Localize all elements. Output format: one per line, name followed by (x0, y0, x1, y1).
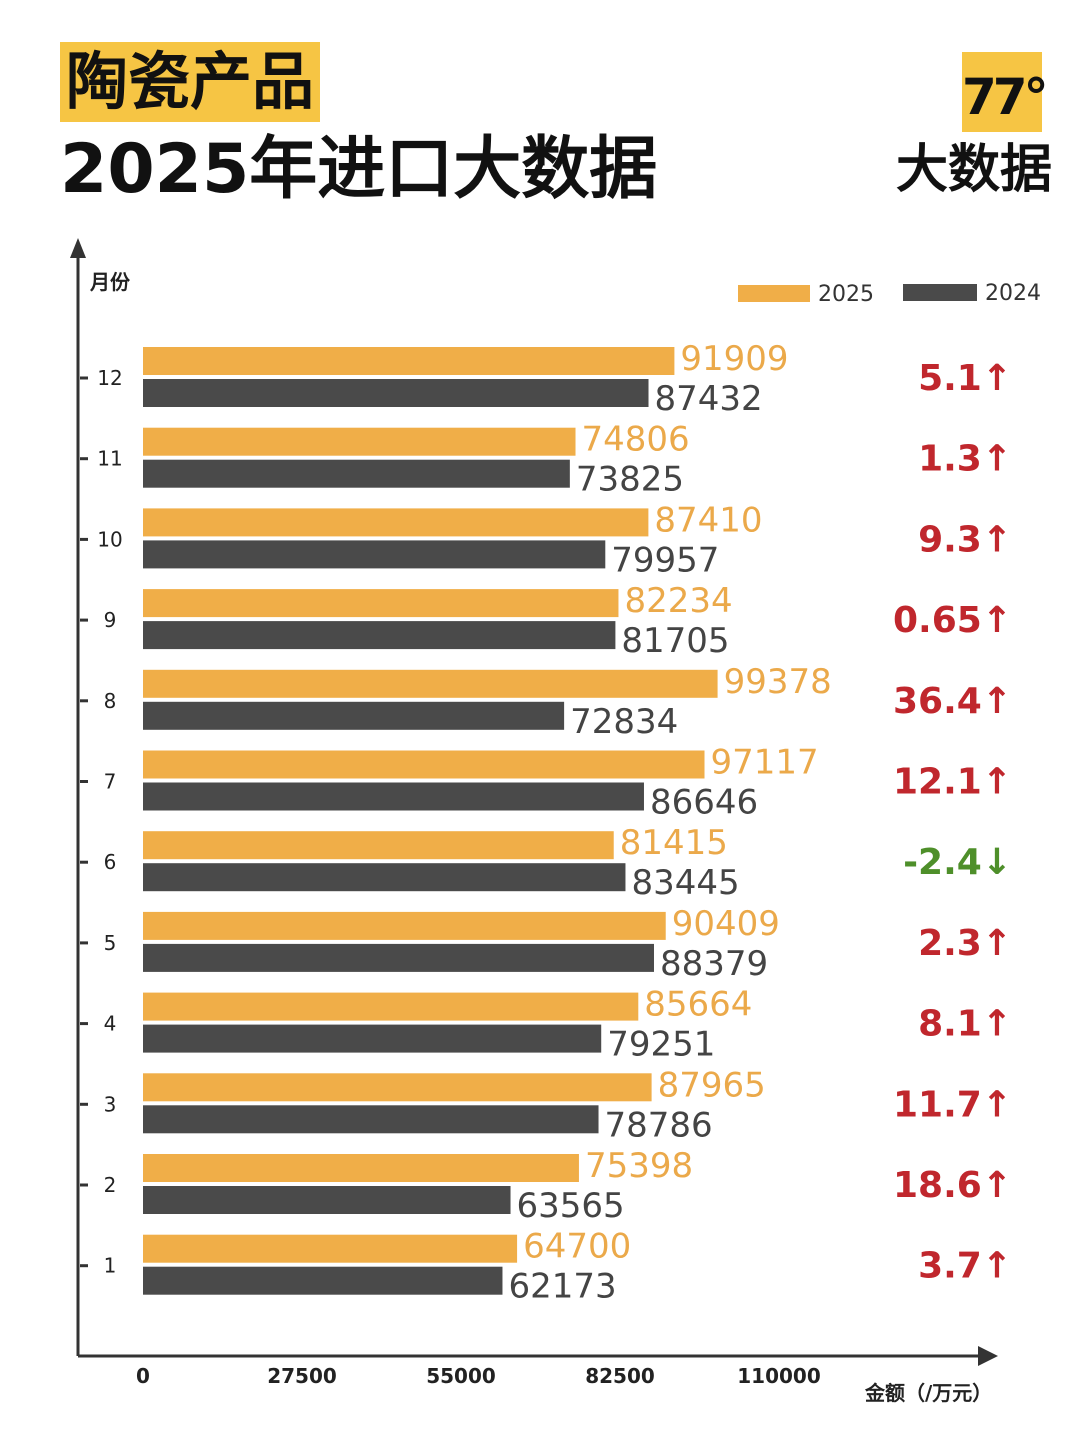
legend-swatch-2025 (738, 285, 810, 302)
y-tick-label: 3 (104, 1092, 117, 1116)
data-label-2024: 63565 (517, 1186, 625, 1226)
brand-logo: 77° (962, 52, 1049, 132)
bar-2024 (143, 782, 644, 811)
bar-2025 (143, 1073, 652, 1102)
bar-2025 (143, 427, 576, 456)
data-label-2025: 85664 (644, 985, 752, 1025)
data-label-2025: 74806 (582, 420, 690, 460)
bar-2025 (143, 831, 614, 860)
legend-swatch-2024 (903, 284, 977, 301)
legend-label-2024: 2024 (985, 281, 1041, 306)
y-tick-label: 12 (97, 366, 122, 390)
x-tick-label: 55000 (426, 1364, 496, 1388)
change-label: 3.7↑ (918, 1246, 1012, 1287)
data-label-2025: 87410 (654, 500, 762, 540)
bar-2024 (143, 943, 654, 972)
data-label-2024: 83445 (631, 863, 739, 903)
change-label: 9.3↑ (918, 519, 1012, 560)
bar-2024 (143, 863, 626, 892)
data-label-2025: 99378 (724, 662, 832, 702)
y-tick-label: 8 (104, 689, 117, 713)
y-tick-label: 9 (104, 608, 117, 632)
x-axis-title: 金额（/万元） (864, 1381, 992, 1405)
data-label-2024: 81705 (621, 621, 729, 661)
bar-2025 (143, 1234, 518, 1263)
bar-2025 (143, 1154, 579, 1182)
change-label: 8.1↑ (918, 1004, 1012, 1045)
x-tick-label: 82500 (585, 1364, 655, 1388)
y-tick-label: 4 (104, 1012, 117, 1036)
x-tick-label: 0 (136, 1364, 150, 1388)
data-label-2025: 87965 (658, 1065, 766, 1105)
change-label: -2.4↓ (903, 842, 1012, 883)
y-axis-arrow-icon (70, 238, 86, 258)
data-label-2024: 72834 (570, 702, 678, 742)
y-tick-label: 6 (104, 850, 117, 874)
bar-2025 (143, 589, 619, 618)
change-label: 1.3↑ (918, 439, 1012, 480)
change-label: 36.4↑ (893, 681, 1012, 722)
y-tick-label: 1 (104, 1254, 117, 1278)
x-tick-label: 27500 (267, 1364, 337, 1388)
change-label: 12.1↑ (893, 762, 1012, 803)
y-tick-label: 11 (97, 447, 122, 471)
bar-2024 (143, 1024, 602, 1053)
data-label-2024: 62173 (508, 1267, 616, 1307)
data-label-2024: 79251 (607, 1025, 715, 1065)
bar-2024 (143, 1186, 511, 1214)
page-title: 2025年进口大数据 (60, 130, 658, 209)
bar-2025 (143, 992, 639, 1021)
data-label-2024: 88379 (660, 944, 768, 984)
bar-2024 (143, 1105, 599, 1134)
change-label: 5.1↑ (918, 358, 1012, 399)
change-label: 2.3↑ (918, 923, 1012, 964)
brand-logo-text: 大数据 (896, 140, 1053, 200)
legend-label-2025: 2025 (818, 282, 874, 307)
bar-2024 (143, 379, 649, 407)
y-tick-label: 2 (104, 1173, 117, 1197)
change-label: 11.7↑ (893, 1084, 1012, 1125)
data-label-2024: 87432 (655, 379, 763, 419)
data-label-2024: 79957 (611, 540, 719, 580)
bar-2024 (143, 1266, 503, 1295)
data-label-2025: 91909 (680, 339, 788, 379)
data-label-2025: 90409 (672, 904, 780, 944)
y-tick-label: 10 (97, 527, 122, 551)
bar-2025 (143, 911, 666, 940)
data-label-2025: 75398 (585, 1146, 693, 1186)
y-axis-title: 月份 (89, 270, 131, 294)
bar-2024 (143, 701, 565, 730)
bar-2024 (143, 540, 606, 569)
data-label-2024: 73825 (576, 460, 684, 500)
data-label-2024: 78786 (605, 1105, 713, 1145)
data-label-2025: 64700 (523, 1227, 631, 1267)
data-label-2025: 97117 (711, 743, 819, 783)
bar-2024 (143, 621, 616, 650)
title-highlight: 陶瓷产品 (60, 42, 321, 122)
bar-2025 (143, 669, 718, 698)
bar-2025 (143, 347, 675, 375)
data-label-2025: 82234 (624, 581, 732, 621)
x-axis-arrow-icon (978, 1346, 998, 1366)
bar-2025 (143, 508, 649, 537)
change-label: 0.65↑ (893, 600, 1012, 641)
bar-2024 (143, 459, 570, 488)
data-label-2024: 86646 (650, 783, 758, 823)
x-tick-label: 110000 (737, 1364, 821, 1388)
bar-2025 (143, 750, 705, 779)
y-tick-label: 7 (104, 770, 117, 794)
change-label: 18.6↑ (893, 1165, 1012, 1206)
y-tick-label: 5 (104, 931, 117, 955)
data-label-2025: 81415 (620, 823, 728, 863)
